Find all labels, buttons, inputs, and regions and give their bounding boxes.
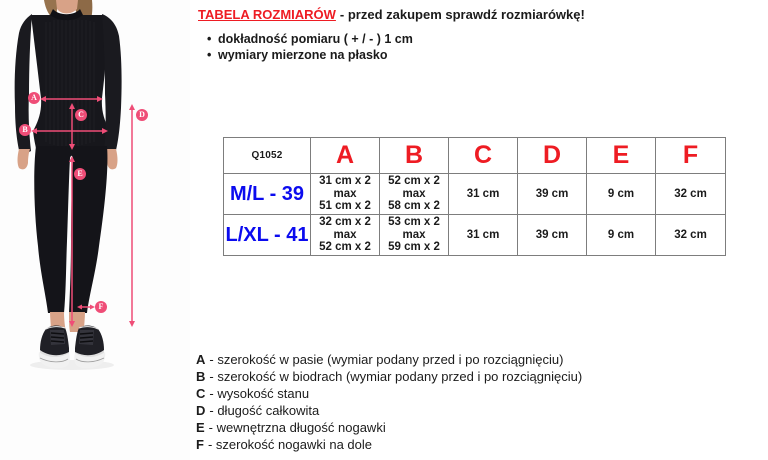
cell-line: 32 cm x 2	[319, 216, 371, 229]
column-header-d: D	[517, 137, 587, 174]
measurement-cell: 53 cm x 2 max 59 cm x 2	[379, 214, 449, 256]
legend-description: - wewnętrzna długość nogawki	[208, 420, 386, 435]
page-title: TABELA ROZMIARÓW - przed zakupem sprawdź …	[198, 7, 585, 22]
cell-line: max	[333, 228, 357, 241]
measurement-cell: 9 cm	[586, 214, 656, 256]
product-code: Q1052	[223, 137, 311, 174]
size-label: L/XL - 41	[223, 214, 311, 256]
measurement-cell: 39 cm	[517, 173, 587, 215]
legend-letter: B	[196, 369, 206, 384]
measurement-arrow-b	[31, 128, 108, 134]
note-item: wymiary mierzone na płasko	[198, 47, 413, 63]
legend-item-f: F- szerokość nogawki na dole	[196, 436, 582, 453]
size-row-ml: M/L - 39 31 cm x 2 max 51 cm x 2 52 cm x…	[223, 173, 726, 215]
sweater-torso	[31, 15, 110, 148]
measurement-notes: dokładność pomiaru ( + / - ) 1 cm wymiar…	[198, 31, 413, 63]
measurement-marker-a: A	[28, 92, 40, 104]
measurement-marker-b: B	[19, 124, 31, 136]
column-header-f: F	[655, 137, 726, 174]
measurement-cell: 31 cm	[448, 173, 518, 215]
sweater-rib-texture	[45, 20, 95, 146]
leggings	[34, 146, 108, 313]
sweater-left-sleeve	[14, 14, 32, 153]
measurement-cell: 31 cm x 2 max 51 cm x 2	[310, 173, 380, 215]
legend-item-e: E- wewnętrzna długość nogawki	[196, 419, 582, 436]
legend-description: - szerokość nogawki na dole	[207, 437, 372, 452]
page-title-highlight: TABELA ROZMIARÓW	[198, 7, 336, 22]
measurement-cell: 52 cm x 2 max 58 cm x 2	[379, 173, 449, 215]
measurement-arrow-a	[40, 96, 103, 102]
legend-letter: C	[196, 386, 206, 401]
measurement-legend: A- szerokość w pasie (wymiar podany prze…	[196, 351, 582, 453]
legend-letter: E	[196, 420, 205, 435]
measurement-arrow-d	[129, 104, 135, 327]
cell-line: max	[402, 228, 426, 241]
measurement-cell: 32 cm	[655, 173, 726, 215]
measurement-cell: 32 cm x 2 max 52 cm x 2	[310, 214, 380, 256]
legend-letter: A	[196, 352, 206, 367]
legend-letter: D	[196, 403, 206, 418]
legend-letter: F	[196, 437, 204, 452]
measurement-arrows	[31, 96, 135, 327]
measurement-cell: 31 cm	[448, 214, 518, 256]
cell-line: 53 cm x 2	[388, 216, 440, 229]
right-sneaker	[74, 325, 106, 369]
measurement-arrow-e	[69, 156, 75, 327]
legend-item-a: A- szerokość w pasie (wymiar podany prze…	[196, 351, 582, 368]
size-table-header-row: Q1052 A B C D E F	[223, 137, 726, 174]
left-sneaker	[38, 325, 70, 369]
legend-description: - szerokość w pasie (wymiar podany przed…	[209, 352, 564, 367]
measurement-cell: 9 cm	[586, 173, 656, 215]
page-title-suffix: - przed zakupem sprawdź rozmiarówkę!	[339, 7, 585, 22]
note-item: dokładność pomiaru ( + / - ) 1 cm	[198, 31, 413, 47]
measurement-cell: 32 cm	[655, 214, 726, 256]
legend-item-d: D- długość całkowita	[196, 402, 582, 419]
measurement-marker-c: C	[75, 109, 87, 121]
measurement-marker-f: F	[95, 301, 107, 313]
column-header-a: A	[310, 137, 380, 174]
left-hand	[17, 149, 30, 170]
cell-line: 58 cm x 2	[388, 200, 440, 213]
size-label: M/L - 39	[223, 173, 311, 215]
legend-item-b: B- szerokość w biodrach (wymiar podany p…	[196, 368, 582, 385]
column-header-c: C	[448, 137, 518, 174]
model-photo: A B C D E F	[0, 0, 190, 460]
sweater-right-sleeve	[102, 14, 122, 153]
neck	[56, 0, 78, 14]
column-header-b: B	[379, 137, 449, 174]
cell-line: 52 cm x 2	[388, 175, 440, 188]
measurement-arrow-f	[77, 304, 95, 310]
sweater-collar	[50, 9, 83, 21]
cell-line: 51 cm x 2	[319, 200, 371, 213]
model-silhouette	[14, 0, 135, 370]
column-header-e: E	[586, 137, 656, 174]
cell-line: 52 cm x 2	[319, 241, 371, 254]
cell-line: max	[333, 187, 357, 200]
size-table: Q1052 A B C D E F M/L - 39 31 cm x 2 max…	[223, 137, 726, 256]
measurement-marker-d: D	[136, 109, 148, 121]
measurement-arrow-c	[69, 103, 75, 150]
legend-description: - długość całkowita	[209, 403, 320, 418]
cell-line: max	[402, 187, 426, 200]
legend-description: - szerokość w biodrach (wymiar podany pr…	[209, 369, 583, 384]
right-hand	[105, 149, 118, 170]
measurement-marker-e: E	[74, 168, 86, 180]
legend-item-c: C- wysokość stanu	[196, 385, 582, 402]
measurement-cell: 39 cm	[517, 214, 587, 256]
size-row-lxl: L/XL - 41 32 cm x 2 max 52 cm x 2 53 cm …	[223, 214, 726, 256]
cell-line: 59 cm x 2	[388, 241, 440, 254]
legend-description: - wysokość stanu	[209, 386, 310, 401]
cell-line: 31 cm x 2	[319, 175, 371, 188]
